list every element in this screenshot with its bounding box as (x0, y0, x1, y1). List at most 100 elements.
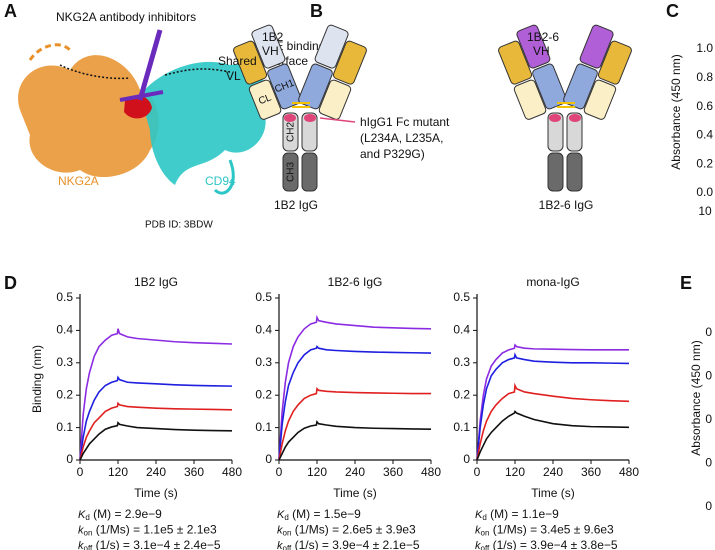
y-tick-label: 0.3 (453, 355, 470, 369)
y-tick-label: 0.8 (696, 70, 713, 84)
x-tick-label: 0 (276, 465, 283, 479)
y-tick-label: 0.6 (696, 99, 713, 113)
y-axis-label: Absorbance (450 nm) (689, 340, 703, 455)
value-text: (M) = 1.5e−9 (289, 507, 361, 521)
y-axis-label: Absorbance (450 nm) (669, 54, 683, 169)
series-line (79, 401, 233, 461)
kinetics-text: koff (1/s) = 3.9e−4 ± 2.1e−5 (277, 538, 420, 550)
kinetics-text: Kd (M) = 2.9e−9 (78, 507, 162, 522)
x-tick-label: 240 (146, 465, 166, 479)
subscript: off (84, 544, 94, 550)
y-tick-label: 0.2 (696, 156, 713, 170)
annotation: PDB ID: 3BDW (145, 220, 213, 231)
annotation: (L234A, L235A, (360, 131, 443, 145)
y-tick-label: 0.1 (255, 420, 272, 434)
y-tick-label: 0.4 (56, 323, 73, 337)
kinetics-text: kon (1/Ms) = 2.6e5 ± 3.9e3 (277, 523, 416, 538)
annotation: and P329G) (360, 147, 425, 161)
annotation: 1B2-6 (527, 30, 559, 44)
y-tick-label: 0.4 (453, 323, 470, 337)
x-tick-label: 120 (505, 465, 525, 479)
annotation: NKG2A (58, 174, 99, 188)
subscript: on (84, 529, 93, 538)
annotation: VH (262, 44, 279, 58)
series-line (476, 409, 630, 461)
y-tick-label: 0.2 (56, 387, 73, 401)
annotation: VH (533, 44, 550, 58)
y-tick-label: 0.1 (56, 420, 73, 434)
symbol: K (475, 509, 483, 521)
x-tick-label: 480 (222, 465, 242, 479)
series-line (79, 328, 233, 461)
y-tick-label: 1.0 (696, 41, 713, 55)
y-tick-label: 0.2 (255, 387, 272, 401)
annotation: CD94 (205, 174, 236, 188)
series-line (278, 386, 431, 461)
value-text: (1/s) = 3.1e−4 ± 2.4e−5 (92, 538, 221, 550)
symbol: k (78, 540, 84, 550)
symbol: k (475, 540, 481, 550)
y-tick-label: 0.4 (696, 128, 713, 142)
kinetics-text: koff (1/s) = 3.9e−4 ± 3.8e−5 (475, 538, 618, 550)
y-tick-label: 0.5 (255, 290, 272, 304)
value-text: (1/Ms) = 2.6e5 ± 3.9e3 (291, 523, 416, 537)
value-text: (1/Ms) = 3.4e5 ± 9.6e3 (489, 523, 614, 537)
value-text: (M) = 1.1e−9 (487, 507, 559, 521)
symbol: K (78, 509, 86, 521)
y-tick-label: 0 (705, 325, 712, 339)
panel-label: B (310, 1, 323, 21)
antibody-name: 1B2 IgG (274, 198, 318, 212)
x-axis-label: Time (s) (134, 486, 178, 500)
annotation: 1B2 (262, 30, 284, 44)
x-tick-label: 10 (698, 204, 712, 218)
y-tick-label: 0.5 (453, 290, 470, 304)
y-axis-label: Binding (nm) (30, 345, 44, 413)
value-text: (1/Ms) = 1.1e5 ± 2.1e3 (92, 523, 217, 537)
series-line (79, 375, 233, 461)
domain-label: CH2 (286, 122, 297, 142)
x-tick-label: 480 (619, 465, 639, 479)
series-line (476, 343, 629, 461)
antibody-diagram: CL CH1 CH2 CH3 (233, 24, 367, 192)
series-line (476, 352, 630, 461)
x-tick-label: 240 (345, 465, 365, 479)
x-tick-label: 0 (77, 465, 84, 479)
annotation: VL (226, 69, 241, 83)
panel-label: E (680, 273, 692, 293)
y-tick-label: 0.4 (255, 323, 272, 337)
antibody-diagram (498, 24, 632, 192)
y-tick-label: 0.0 (696, 185, 713, 199)
subscript: d (85, 513, 89, 522)
annotation: NKG2A antibody inhibitors (56, 10, 196, 24)
y-tick-label: 0 (265, 452, 272, 466)
chart-title: 1B2 IgG (134, 275, 178, 289)
protein-structure (18, 29, 269, 195)
chart-title: mona-IgG (526, 275, 579, 289)
subscript: on (481, 529, 490, 538)
kinetics-text: kon (1/Ms) = 1.1e5 ± 2.1e3 (78, 523, 217, 538)
y-tick-label: 0.3 (56, 355, 73, 369)
symbol: k (277, 524, 283, 536)
kinetics-text: koff (1/s) = 3.1e−4 ± 2.4e−5 (78, 538, 221, 550)
series-line (278, 419, 432, 461)
subscript: off (283, 544, 293, 550)
value-text: (1/s) = 3.9e−4 ± 3.8e−5 (489, 538, 618, 550)
x-tick-label: 120 (307, 465, 327, 479)
domain-label: CH3 (286, 162, 297, 182)
value-text: (1/s) = 3.9e−4 ± 2.1e−5 (291, 538, 420, 550)
x-tick-label: 0 (474, 465, 481, 479)
kinetics-text: Kd (M) = 1.1e−9 (475, 507, 559, 522)
x-axis-label: Time (s) (333, 486, 377, 500)
symbol: k (475, 524, 481, 536)
series-line (278, 345, 432, 461)
kinetics-text: kon (1/Ms) = 3.4e5 ± 9.6e3 (475, 523, 614, 538)
chart-title: 1B2-6 IgG (328, 275, 383, 289)
value-text: (M) = 2.9e−9 (90, 507, 162, 521)
series-line (79, 421, 233, 461)
y-tick-label: 0 (705, 412, 712, 426)
panel-label: A (4, 1, 17, 21)
subscript: d (284, 513, 288, 522)
series-line (278, 314, 432, 461)
y-tick-label: 0.1 (453, 420, 470, 434)
